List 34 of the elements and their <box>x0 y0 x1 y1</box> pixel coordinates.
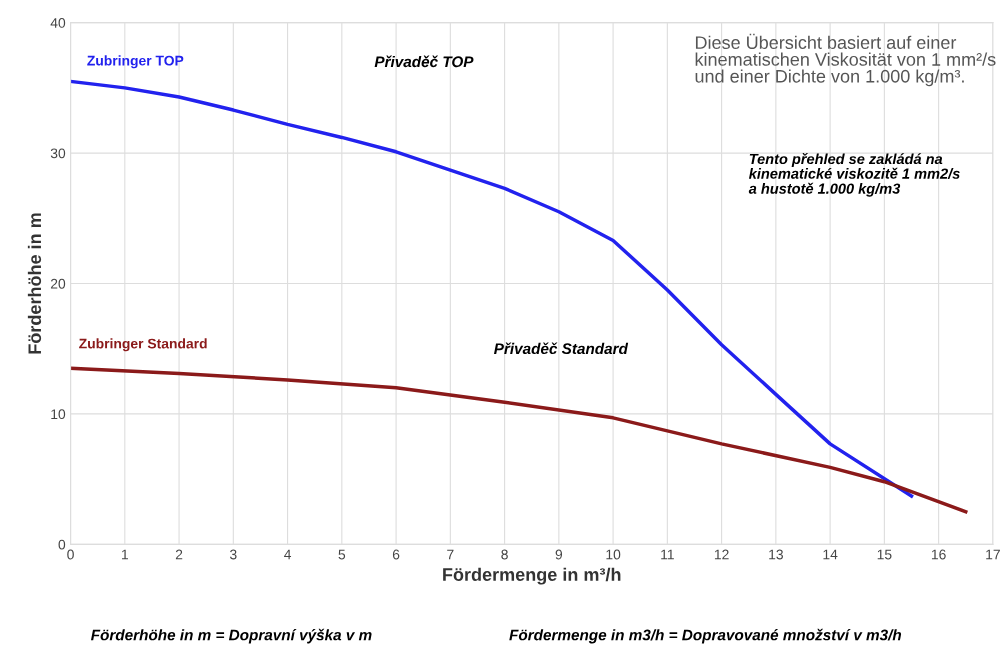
y-axis-title: Förderhöhe in m <box>27 213 42 354</box>
text: Förderhöhe in m = Dopravní výška v m <box>90 628 372 644</box>
y-tick-label: 40 <box>50 18 66 28</box>
x-tick-label: 2 <box>175 549 183 560</box>
x-tick-label: 12 <box>714 549 729 560</box>
series-label: Zubringer TOP <box>87 55 184 69</box>
x-tick-label: 3 <box>229 549 237 560</box>
x-tick-label: 4 <box>284 549 292 560</box>
line-series <box>70 366 968 514</box>
x-tick-label: 9 <box>555 549 563 560</box>
annotation: Přivaděč TOP <box>374 55 474 68</box>
x-tick-label: 16 <box>931 549 946 560</box>
annotation: Diese Übersicht basiert auf einer kinematischen Viskosität von 1 mm²/s und einer Dichte von 1.000 kg/m³. <box>695 33 996 87</box>
annotation: Přivaděč Standard <box>494 342 629 355</box>
x-tick-label: 5 <box>338 549 346 560</box>
annotation: Tento přehled se zakládá na kinematické viskozitě 1 mm2/s a hustotě 1.000 kg/m3 <box>748 153 960 197</box>
y-tick-label: 20 <box>50 278 66 289</box>
x-tick-label: 1 <box>122 549 128 560</box>
text: Fördermenge in m3/h = Dopravované množství v m3/h <box>509 628 902 644</box>
x-tick-label: 15 <box>877 549 892 560</box>
x-tick-label: 17 <box>986 549 1000 560</box>
series-label: Zubringer Standard <box>79 338 207 352</box>
x-tick-label: 10 <box>606 549 621 560</box>
y-tick-label: 10 <box>51 409 66 420</box>
x-tick-label: 13 <box>769 549 783 560</box>
x-tick-label: 7 <box>447 549 454 560</box>
y-tick-label: 0 <box>58 539 66 550</box>
x-tick-label: 0 <box>67 549 74 560</box>
y-tick-label: 30 <box>50 148 66 159</box>
x-axis-title: Fördermenge in m³/h <box>443 567 621 585</box>
x-tick-label: 14 <box>823 549 838 560</box>
x-tick-label: 6 <box>392 549 400 560</box>
x-tick-label: 8 <box>501 549 508 560</box>
x-tick-label: 11 <box>661 549 674 560</box>
